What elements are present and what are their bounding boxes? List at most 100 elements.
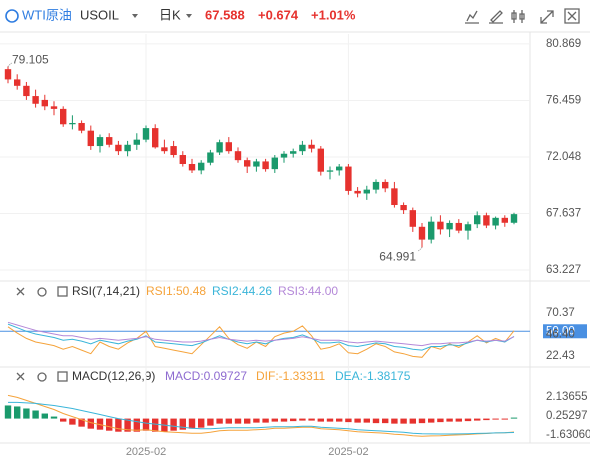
y-tick-label: -1.63060: [546, 429, 590, 441]
histogram-bar: [170, 418, 177, 431]
chart-type-button[interactable]: [511, 10, 525, 23]
histogram-bar: [41, 413, 48, 419]
toolbar: [465, 8, 580, 24]
candle-body: [501, 217, 508, 223]
histogram-bar: [225, 418, 232, 424]
indicator-button[interactable]: [465, 10, 479, 24]
y-tick-label: 80.869: [546, 38, 581, 50]
settings-button[interactable]: [37, 287, 47, 297]
candle-body: [299, 144, 306, 152]
histogram-bar: [152, 418, 159, 432]
histogram-bar: [23, 408, 30, 419]
candle-body: [418, 226, 426, 240]
candle-body: [69, 122, 76, 125]
close-button[interactable]: [564, 8, 580, 24]
remove-indicator[interactable]: [16, 287, 25, 296]
symbol-code[interactable]: USOIL: [80, 7, 119, 22]
x-tick-label: 2025-02: [328, 446, 368, 458]
histogram-bar: [308, 418, 315, 421]
candle-body: [170, 146, 177, 156]
last-price: 67.588: [205, 7, 245, 22]
histogram-bar: [115, 418, 122, 432]
candle-body: [23, 85, 30, 97]
candle-body: [32, 96, 39, 104]
candle-body: [253, 161, 260, 167]
histogram-bar: [400, 418, 407, 424]
indicator-line: [7, 321, 515, 347]
histogram-bar: [391, 418, 398, 424]
candle-body: [161, 147, 168, 152]
y-tick-label: 50.00: [546, 325, 575, 337]
candle-body: [216, 142, 223, 153]
histogram-bar: [271, 418, 278, 422]
histogram-bar: [207, 418, 214, 426]
symbol-name[interactable]: WTI原油: [22, 7, 72, 22]
high-marker: [7, 62, 13, 67]
histogram-bar: [372, 418, 380, 424]
histogram-bar: [363, 418, 370, 423]
histogram-bar: [409, 418, 416, 424]
histogram-bar: [455, 418, 462, 422]
candle-body: [391, 188, 398, 206]
histogram-bar: [317, 418, 324, 422]
histogram-bar: [69, 418, 76, 425]
toggle-box[interactable]: [57, 286, 68, 297]
candle-body: [280, 153, 288, 158]
candle-body: [87, 130, 94, 147]
candle-body: [207, 152, 214, 163]
candle-body: [372, 181, 380, 190]
histogram-bar: [382, 418, 389, 424]
histogram-bar: [336, 418, 343, 422]
histogram-bar: [354, 418, 361, 423]
dropdown-caret[interactable]: [132, 14, 138, 18]
settings-button[interactable]: [37, 372, 47, 382]
candle-body: [106, 137, 113, 145]
candle-body: [41, 99, 48, 107]
histogram-bar: [326, 418, 334, 422]
dropdown-caret[interactable]: [186, 14, 192, 18]
candle-body: [409, 210, 416, 227]
indicator-title: RSI(7,14,21): [72, 284, 140, 298]
candle-body: [428, 221, 435, 240]
candle-body: [179, 155, 186, 164]
histogram-bar: [87, 418, 94, 429]
histogram-bar: [179, 418, 186, 430]
histogram-bar: [124, 418, 131, 432]
candle-body: [382, 181, 389, 189]
toggle-box[interactable]: [57, 371, 68, 382]
histogram-bar: [106, 418, 113, 431]
legend-entry: RSI2:44.26: [212, 284, 272, 298]
high-annotation: 79.105: [12, 53, 49, 67]
histogram-bar: [60, 418, 67, 422]
histogram-bar: [483, 418, 490, 421]
candle-body: [142, 128, 150, 140]
y-tick-label: 2.13655: [546, 391, 588, 403]
low-marker: [417, 247, 423, 252]
indicator-title: MACD(12,26,9): [72, 369, 155, 383]
histogram-bar: [474, 418, 481, 421]
tick-highlight: [543, 324, 587, 339]
histogram-bar: [244, 418, 251, 424]
y-tick-label: 63.227: [546, 264, 581, 276]
y-tick-label: 72.048: [546, 151, 581, 163]
candle-body: [244, 160, 251, 167]
candle-body: [464, 224, 472, 231]
histogram-bar: [418, 418, 426, 424]
histogram-bar: [501, 418, 508, 420]
candle-body: [234, 151, 242, 161]
period[interactable]: 日K: [159, 7, 181, 22]
candle-body: [345, 166, 352, 191]
histogram-bar: [4, 405, 12, 419]
candle-body: [60, 108, 67, 125]
draw-button[interactable]: [489, 10, 503, 24]
fullscreen-button[interactable]: [540, 10, 554, 24]
y-tick-label: 22.43: [546, 350, 575, 362]
remove-indicator[interactable]: [16, 372, 25, 381]
candle-body: [188, 163, 196, 171]
y-tick-label: 0.25297: [546, 410, 588, 422]
candle-body: [290, 151, 297, 154]
histogram-bar: [464, 418, 472, 422]
histogram-bar: [510, 417, 518, 419]
